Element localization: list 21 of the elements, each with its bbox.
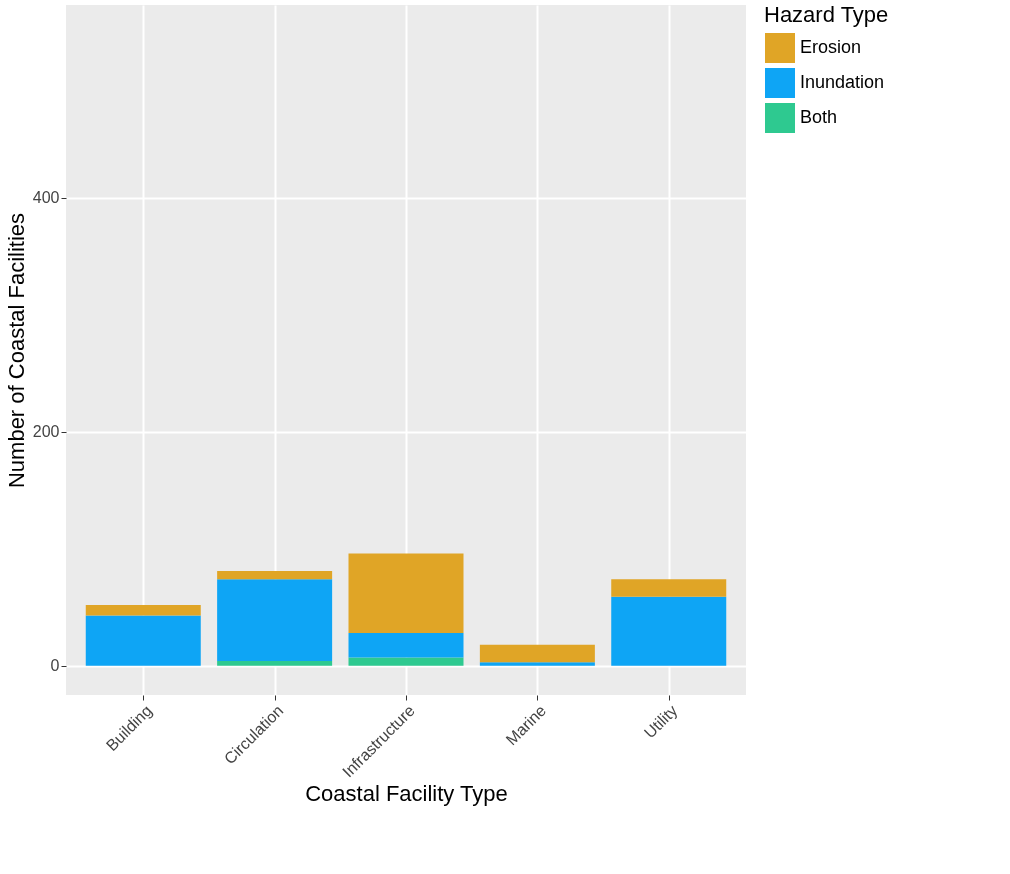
legend-title: Hazard Type (764, 2, 889, 27)
bar (479, 662, 595, 666)
y-tick-label: 400 (32, 189, 60, 207)
bar (217, 579, 333, 662)
bar (348, 633, 464, 658)
y-axis-title: Number of Coastal Facilities (3, 212, 29, 489)
bar (85, 615, 201, 666)
bar (611, 579, 727, 597)
bar (217, 661, 333, 666)
bar (611, 596, 727, 666)
bar (479, 644, 595, 663)
y-tick-label: 0 (50, 657, 60, 675)
legend-label: Both (800, 107, 838, 127)
x-axis-title: Coastal Facility Type (305, 781, 508, 807)
y-tick-label: 200 (32, 423, 60, 441)
legend-label: Inundation (800, 72, 885, 92)
bar (348, 553, 464, 634)
legend-label: Erosion (800, 37, 862, 57)
bar (217, 571, 333, 580)
bar (85, 604, 201, 616)
bar (348, 657, 464, 666)
